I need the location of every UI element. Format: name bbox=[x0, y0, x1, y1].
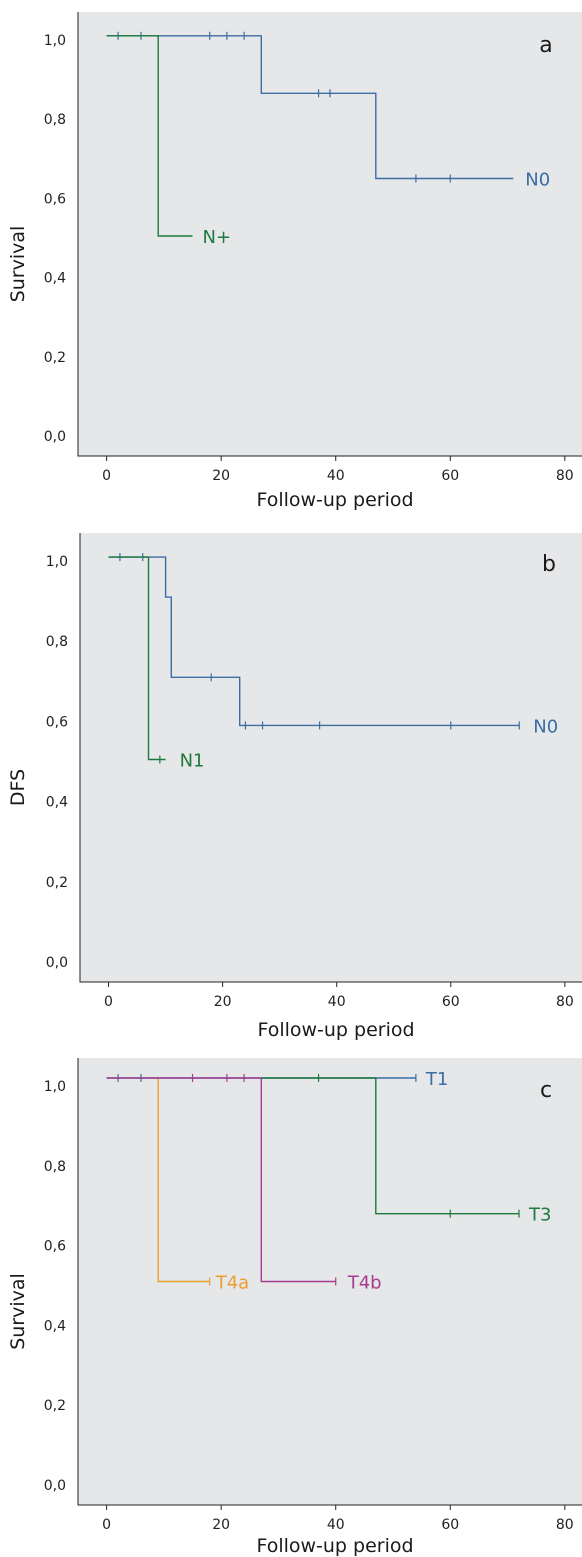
series-n1: N1 bbox=[108, 556, 205, 772]
x-tick-label: 20 bbox=[214, 994, 232, 1010]
x-tick-label: 80 bbox=[556, 1517, 574, 1533]
series-label: T3 bbox=[528, 1205, 551, 1226]
y-tick-label: 0,0 bbox=[44, 429, 66, 445]
y-tick-label: 0,2 bbox=[44, 1398, 66, 1414]
y-tick-label: 0,8 bbox=[46, 634, 68, 650]
x-tick-label: 60 bbox=[441, 1517, 459, 1533]
x-tick-label: 40 bbox=[327, 1517, 345, 1533]
x-tick-label: 80 bbox=[556, 994, 574, 1010]
y-tick-label: 0,2 bbox=[46, 875, 68, 891]
x-tick-label: 40 bbox=[328, 994, 346, 1010]
series-t4b: T4b bbox=[106, 1073, 382, 1294]
panel-b: 0 20 40 60 80 0,0 0,2 0,4 0,6 0,8 1,0 Follow-up per… bbox=[7, 533, 582, 1041]
panel-letter: b bbox=[542, 552, 556, 577]
plot-area bbox=[78, 12, 582, 456]
series-label: N+ bbox=[203, 227, 232, 248]
series-label: T1 bbox=[425, 1069, 448, 1090]
y-axis-title: Survival bbox=[7, 226, 29, 303]
survival-step-line bbox=[157, 1078, 210, 1283]
y-tick-label: 0,4 bbox=[44, 1318, 66, 1334]
series-t3: T3 bbox=[261, 1073, 551, 1226]
series-label: T4a bbox=[215, 1273, 249, 1294]
y-axis-title: Survival bbox=[7, 1273, 29, 1350]
y-tick-label: 0,6 bbox=[44, 1239, 66, 1255]
x-tick-label: 0 bbox=[104, 994, 113, 1010]
series-label: N0 bbox=[525, 170, 550, 191]
y-tick-label: 1,0 bbox=[46, 554, 68, 570]
y-tick-label: 0,6 bbox=[44, 191, 66, 207]
y-tick-label: 0,4 bbox=[46, 795, 68, 811]
y-tick-label: 0,2 bbox=[44, 350, 66, 366]
series-nplus: N+ bbox=[106, 35, 232, 248]
panel-letter: c bbox=[540, 1078, 552, 1103]
x-tick-label: 60 bbox=[442, 994, 460, 1010]
panel-a: 0 20 40 60 80 0,0 0,2 0,4 0,6 0,8 1,0 Follow-up per… bbox=[7, 12, 582, 511]
series-label: T4b bbox=[347, 1273, 382, 1294]
panel-letter: a bbox=[539, 33, 552, 58]
series-label: N0 bbox=[533, 716, 558, 737]
axes bbox=[77, 12, 582, 457]
x-tick-label: 0 bbox=[102, 1517, 111, 1533]
y-axis-title: DFS bbox=[7, 769, 29, 806]
axes bbox=[77, 1058, 582, 1506]
series-n0: N0 bbox=[106, 31, 550, 191]
x-tick-label: 0 bbox=[102, 468, 111, 484]
x-tick-label: 60 bbox=[441, 468, 459, 484]
y-tick-label: 0,8 bbox=[44, 112, 66, 128]
x-axis-title: Follow-up period bbox=[256, 489, 413, 511]
series-label: N1 bbox=[180, 751, 205, 772]
series-t4a: T4a bbox=[157, 1078, 249, 1294]
x-axis-title: Follow-up period bbox=[256, 1535, 413, 1557]
x-tick-label: 80 bbox=[556, 468, 574, 484]
survival-step-line bbox=[108, 556, 520, 727]
survival-step-line bbox=[106, 35, 193, 237]
y-tick-label: 1,0 bbox=[44, 1079, 66, 1095]
x-axis-title: Follow-up period bbox=[257, 1019, 414, 1041]
y-tick-label: 0,8 bbox=[44, 1159, 66, 1175]
x-tick-label: 20 bbox=[212, 468, 230, 484]
axes bbox=[79, 533, 582, 983]
survival-step-line bbox=[108, 556, 166, 761]
y-tick-label: 0,6 bbox=[46, 714, 68, 730]
x-tick-label: 40 bbox=[327, 468, 345, 484]
x-tick-label: 20 bbox=[212, 1517, 230, 1533]
survival-step-line bbox=[106, 1077, 336, 1283]
y-tick-label: 0,0 bbox=[46, 955, 68, 971]
y-tick-label: 0,0 bbox=[44, 1478, 66, 1494]
y-tick-label: 1,0 bbox=[44, 33, 66, 49]
y-tick-label: 0,4 bbox=[44, 271, 66, 287]
panel-c: 0 20 40 60 80 0,0 0,2 0,4 0,6 0,8 1,0 Follow-up per… bbox=[7, 1058, 582, 1557]
plot-area bbox=[80, 533, 582, 982]
